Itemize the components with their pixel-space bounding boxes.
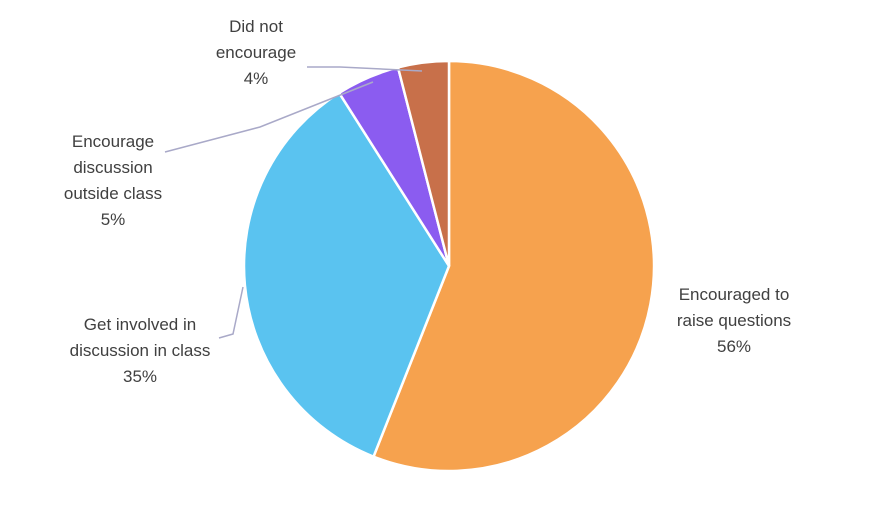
slice-label-line: outside class — [64, 184, 162, 203]
slice-label-encourage-discussion-outside-class: Encourage discussion outside class 5% — [64, 132, 162, 229]
slice-value-label: 4% — [244, 69, 269, 88]
slices-group — [242, 59, 656, 473]
leader-line-encourage-discussion-outside-class — [164, 81, 374, 153]
slice-label-line: Did not — [229, 17, 283, 36]
pie-slice-get-involved-in-discussion-in-class — [242, 91, 451, 459]
slice-labels: Encouraged to raise questions 56% Get invol… — [64, 17, 791, 386]
slice-label-line: encourage — [216, 43, 296, 62]
leader-lines — [164, 66, 423, 339]
pie-slice-encouraged-to-raise-questions — [371, 59, 656, 473]
slice-value-label: 56% — [717, 337, 751, 356]
slice-value-label: 5% — [101, 210, 126, 229]
slice-label-line: discussion in class — [70, 341, 211, 360]
slice-label-line: Get involved in — [84, 315, 196, 334]
leader-line-get-involved-in-discussion-in-class — [218, 286, 244, 339]
slice-label-encouraged-to-raise-questions: Encouraged to raise questions 56% — [677, 285, 791, 356]
slice-label-did-not-encourage: Did not encourage 4% — [216, 17, 296, 88]
slice-label-line: discussion — [73, 158, 152, 177]
slice-label-line: raise questions — [677, 311, 791, 330]
slice-value-label: 35% — [123, 367, 157, 386]
leader-line-did-not-encourage — [307, 66, 423, 72]
slice-label-get-involved-in-discussion-in-class: Get involved in discussion in class 35% — [70, 315, 211, 386]
slice-label-line: Encourage — [72, 132, 154, 151]
slice-label-line: Encouraged to — [679, 285, 790, 304]
pie-slice-did-not-encourage — [396, 59, 451, 267]
